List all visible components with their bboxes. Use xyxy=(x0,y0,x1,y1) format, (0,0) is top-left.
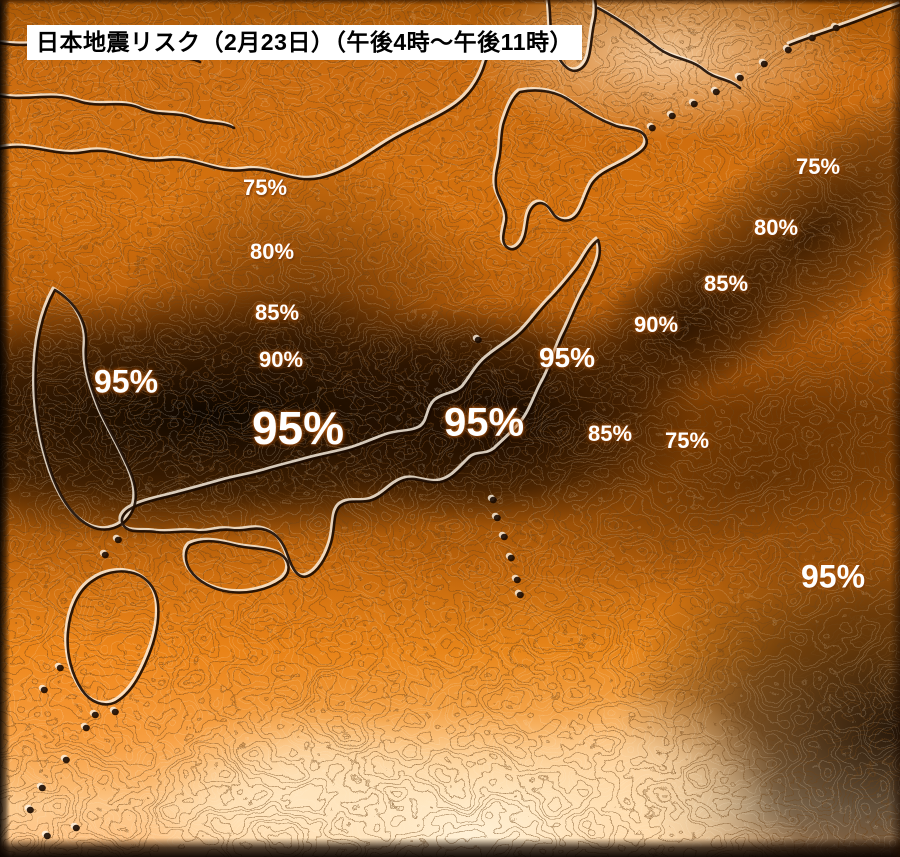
risk-label-85-nw: 85% xyxy=(254,300,300,325)
risk-label-95-se: 95% xyxy=(800,558,866,595)
risk-label-75-nw: 75% xyxy=(242,175,288,200)
risk-label-90-nw: 90% xyxy=(258,347,304,372)
title-banner: 日本地震リスク（2月23日）（午後4時～午後11時） xyxy=(27,25,582,60)
map-title: 日本地震リスク（2月23日）（午後4時～午後11時） xyxy=(36,29,573,55)
risk-label-85-east: 85% xyxy=(587,421,633,446)
risk-label-95-kanto: 95% xyxy=(443,400,525,445)
risk-label-95-west: 95% xyxy=(93,363,159,400)
risk-label-75-ne: 75% xyxy=(795,154,841,179)
risk-label-75-east: 75% xyxy=(664,428,710,453)
risk-label-80-ne: 80% xyxy=(753,215,799,240)
risk-label-85-ne: 85% xyxy=(703,271,749,296)
risk-label-95-main: 95% xyxy=(251,402,345,454)
risk-label-80-nw: 80% xyxy=(249,239,295,264)
risk-label-90-ne: 90% xyxy=(633,312,679,337)
risk-label-95-tohoku: 95% xyxy=(538,342,596,373)
